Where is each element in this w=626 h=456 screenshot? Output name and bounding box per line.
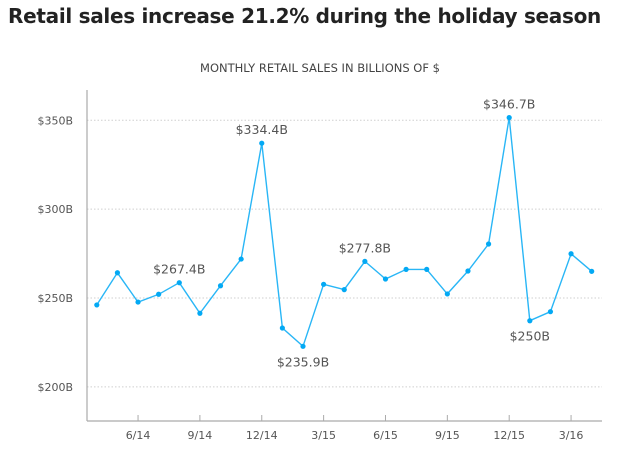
data-point [259, 140, 265, 146]
data-label: $235.9B [277, 354, 329, 369]
y-tick-label: $250B [37, 292, 73, 305]
data-point [362, 258, 368, 264]
data-point [382, 276, 389, 282]
x-tick-label: 3/16 [559, 429, 584, 442]
data-label: $346.7B [483, 97, 535, 112]
x-tick-label: 12/14 [246, 429, 278, 442]
data-point [114, 270, 121, 276]
data-point [197, 310, 203, 316]
data-point [424, 266, 430, 272]
data-point [403, 266, 409, 272]
x-tick-label: 6/14 [126, 429, 151, 442]
data-point [527, 318, 533, 324]
y-tick-label: $200B [37, 381, 73, 394]
data-point [135, 299, 141, 305]
y-tick-label: $350B [37, 114, 73, 127]
data-point [465, 268, 471, 274]
data-point [156, 291, 162, 297]
data-point [300, 343, 306, 349]
series-line [96, 117, 593, 348]
data-point [485, 241, 492, 247]
data-point [589, 268, 595, 274]
data-point [238, 256, 244, 262]
data-point [176, 280, 182, 286]
data-point [444, 291, 450, 297]
data-label: $277.8B [339, 240, 391, 255]
data-point [547, 309, 554, 315]
data-point [279, 325, 285, 331]
data-label: $334.4B [236, 122, 288, 137]
data-label: $267.4B [153, 262, 205, 277]
chart-headline: Retail sales increase 21.2% during the h… [8, 4, 601, 28]
x-tick-label: 3/15 [311, 429, 336, 442]
data-point [94, 302, 100, 308]
x-tick-label: 6/15 [373, 429, 398, 442]
x-tick-label: 9/15 [435, 429, 460, 442]
data-point [321, 281, 327, 287]
data-point [217, 283, 224, 289]
data-point [506, 115, 512, 121]
chart-title: MONTHLY RETAIL SALES IN BILLIONS OF $ [200, 61, 440, 75]
data-point [341, 287, 347, 293]
x-tick-label: 12/15 [493, 429, 525, 442]
y-tick-label: $300B [37, 203, 73, 216]
data-label: $250B [510, 329, 550, 344]
x-tick-label: 9/14 [188, 429, 213, 442]
data-point [568, 251, 574, 257]
